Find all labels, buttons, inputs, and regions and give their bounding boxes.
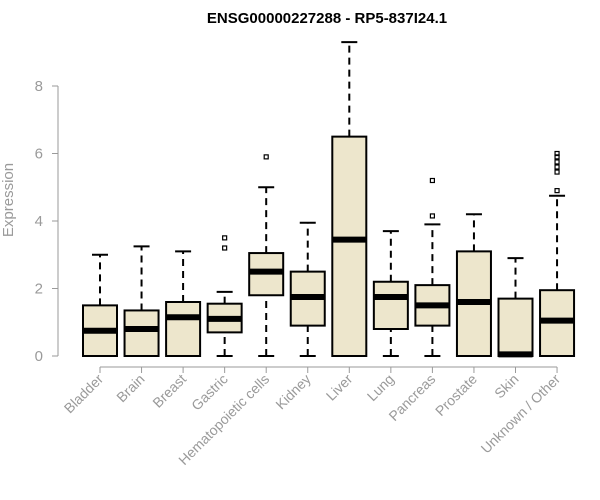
x-tick-label: Breast	[149, 371, 189, 411]
y-axis: 0 2 4 6 8	[35, 78, 59, 365]
iqr-box	[331, 135, 368, 357]
iqr-box	[372, 280, 409, 330]
outlier-point	[554, 150, 560, 157]
iqr-box	[165, 301, 202, 357]
x-tick-label: Kidney	[272, 371, 314, 413]
x-tick-label: Lung	[364, 371, 397, 404]
outlier-point	[554, 169, 560, 175]
outlier-point	[554, 159, 560, 165]
outlier-point	[222, 245, 228, 251]
outlier-point	[222, 235, 228, 241]
outlier-point	[429, 177, 435, 184]
y-tick-label: 8	[35, 78, 43, 95]
box-liver	[331, 41, 368, 357]
outlier-point	[554, 154, 560, 160]
outlier-point	[429, 213, 435, 219]
outlier-point	[554, 188, 560, 194]
x-tick-label: Brain	[113, 371, 147, 405]
boxes-group	[82, 41, 576, 358]
outlier-point	[263, 154, 269, 160]
outlier-point	[554, 164, 560, 170]
x-tick-label: Liver	[323, 371, 356, 404]
y-tick-label: 0	[35, 348, 43, 365]
box-gastric	[206, 235, 243, 357]
iqr-box	[123, 309, 160, 357]
box-skin	[497, 257, 534, 358]
x-tick-label: Prostate	[432, 371, 480, 419]
x-tick-label: Bladder	[61, 371, 107, 417]
box-unknown-other	[539, 150, 576, 357]
box-kidney	[289, 221, 326, 357]
box-pancreas	[414, 177, 451, 357]
y-axis-label: Expression	[0, 163, 17, 237]
x-tick-label: Unknown / Other	[478, 371, 564, 457]
y-tick-label: 4	[35, 213, 43, 230]
x-tick-label: Skin	[491, 371, 522, 402]
chart-title: ENSG00000227288 - RP5-837I24.1	[207, 10, 447, 27]
box-breast	[165, 250, 202, 357]
box-hematopoietic-cells	[248, 154, 285, 357]
y-tick-label: 2	[35, 281, 43, 298]
iqr-box	[497, 297, 534, 357]
box-brain	[123, 245, 160, 357]
y-tick-label: 6	[35, 146, 43, 163]
box-bladder	[82, 253, 118, 357]
box-prostate	[455, 213, 492, 357]
box-lung	[372, 230, 409, 357]
